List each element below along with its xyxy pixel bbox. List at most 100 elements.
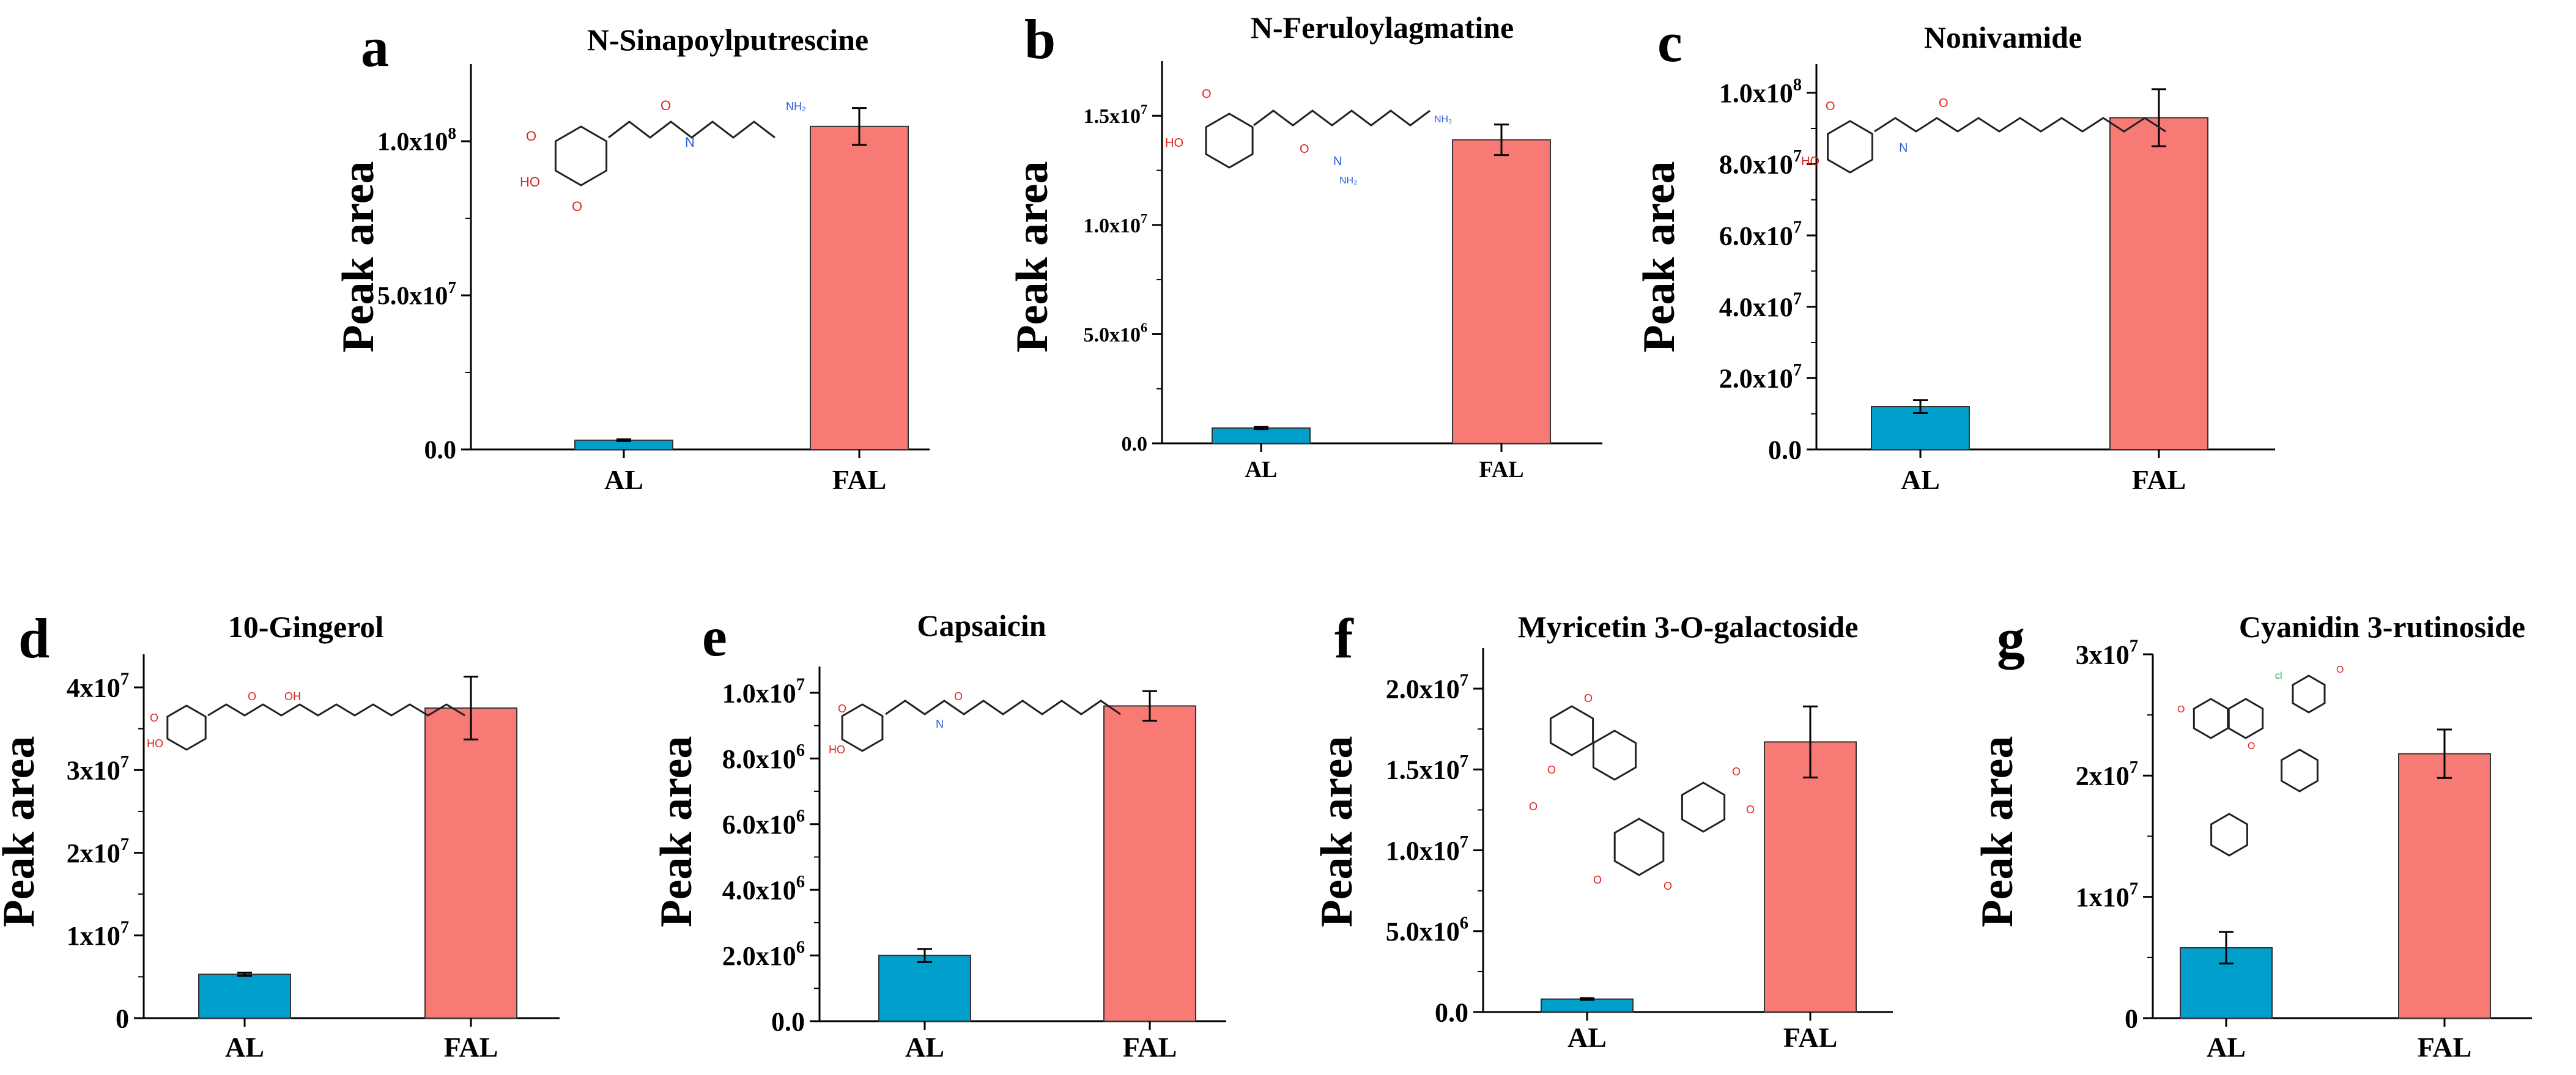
y-tick-label: 1x107 [67,918,129,951]
y-tick-label: 2.0x106 [722,938,805,971]
x-category-label: AL [1901,464,1940,495]
y-axis-label: Peak area [333,161,383,352]
chemical-structure: O O O O O O O [1529,692,1755,892]
svg-text:O: O [2177,704,2185,715]
y-tick-label: 3x107 [67,753,129,786]
svg-text:NH₂: NH₂ [1434,114,1452,125]
panel-e: e Capsaicin Peak area 0.0 2.0x106 4.0x106 6.0x… [651,605,1226,1063]
y-tick-label: 1.5x107 [1083,102,1147,128]
svg-text:O: O [1746,803,1755,816]
error-bar-al [616,438,631,442]
y-tick-label: 4.0x106 [722,873,805,906]
y-tick-label: 2x107 [67,835,129,868]
y-tick-label: 6.0x107 [1719,218,1802,251]
svg-text:HO: HO [1801,155,1819,168]
svg-text:HO: HO [147,737,163,750]
y-tick-label: 5.0x106 [1083,320,1147,346]
chart-title: N-Sinapoylputrescine [587,23,868,57]
error-bar-fal [464,676,478,741]
chart-title: Nonivamide [1924,20,2082,54]
svg-text:HO: HO [1165,136,1183,150]
panel-f: f Myricetin 3-O-galactoside Peak area 0.0 5.… [1312,607,1893,1053]
svg-text:O: O [2248,741,2255,752]
svg-text:N: N [1899,141,1908,155]
x-category-label: FAL [1783,1022,1838,1053]
svg-text:N: N [685,135,695,150]
chemical-structure: O O Ocl [2177,665,2344,857]
error-bar-fal [1142,690,1157,722]
y-tick-label: 4.0x107 [1719,289,1802,322]
y-tick-label: 1.0x108 [377,124,456,157]
error-bar-al [1913,399,1928,414]
error-bar-al [2219,931,2234,965]
y-tick-label: 1.5x107 [1386,752,1468,785]
chemical-structure: O HO N O [829,690,1121,756]
panel-letter-b: b [1024,8,1056,70]
x-category-label: FAL [1123,1032,1177,1063]
svg-text:O: O [838,703,846,715]
panel-letter-d: d [18,607,50,670]
x-category-label: FAL [2418,1032,2472,1063]
svg-text:NH₂: NH₂ [1339,175,1357,186]
panel-letter-e: e [702,605,727,668]
bar-fal [1764,741,1857,1013]
error-bar-al [1580,997,1594,1001]
svg-text:O: O [1584,692,1593,704]
chart-title: 10-Gingerol [228,610,384,644]
panel-letter-a: a [361,16,389,78]
error-bar-al [917,948,932,963]
panel-g: g Cyanidin 3-rutinoside Peak area 0 1x107 2x1… [1972,607,2532,1063]
chart-title: Myricetin 3-O-galactoside [1518,610,1859,644]
y-axis-label: Peak area [1312,736,1362,927]
svg-text:N: N [1333,155,1342,168]
panel-letter-g: g [1997,607,2025,670]
y-tick-label: 1.0x108 [1719,75,1802,108]
y-tick-label: 5.0x107 [377,278,456,311]
x-category-label: FAL [444,1032,498,1063]
x-category-label: AL [905,1032,944,1063]
svg-text:O: O [1300,142,1309,156]
y-axis-label: Peak area [1007,161,1057,352]
y-tick-label: 0.0 [424,437,457,465]
bar-al [878,955,971,1022]
svg-text:HO: HO [829,744,845,756]
error-bar-al [237,972,252,977]
svg-text:O: O [1732,766,1741,778]
bar-al [1212,427,1311,444]
y-tick-label: 1x107 [2076,879,2138,912]
bar-fal [2398,753,2491,1019]
x-category-label: FAL [2132,464,2186,495]
error-bar-fal [2152,88,2166,147]
y-axis-label: Peak area [651,736,701,927]
x-category-label: AL [604,464,643,495]
y-tick-label: 0.0 [1768,435,1802,465]
svg-text:O: O [1826,100,1835,113]
chemical-structure: O HO N O [1801,97,2166,174]
bar-al [198,973,291,1019]
y-axis-label: Peak area [1972,736,2023,927]
svg-text:O: O [954,690,963,703]
bar-al [1541,998,1634,1013]
svg-text:N: N [936,718,944,730]
x-category-label: FAL [1479,457,1523,482]
chart-title: Cyanidin 3-rutinoside [2239,610,2525,644]
y-tick-label: 0.0 [1435,997,1468,1027]
chemical-structure: O HO O O N NH₂ [520,98,806,214]
panel-c: c Nonivamide Peak area 0.0 2.0x107 4.0x107 6.0… [1634,11,2275,495]
y-tick-label: 3x107 [2076,637,2138,670]
y-tick-label: 2x107 [2076,758,2138,791]
svg-text:O: O [248,690,256,703]
x-category-label: AL [1245,457,1278,482]
y-tick-label: 1.0x107 [1083,210,1147,237]
x-category-label: AL [1567,1022,1607,1053]
panel-letter-f: f [1334,607,1354,670]
y-tick-label: 8.0x107 [1719,147,1802,180]
svg-text:O: O [1939,97,1949,110]
svg-text:O: O [1202,87,1212,101]
y-axis-label: Peak area [1634,161,1684,352]
y-tick-label: 2.0x107 [1719,361,1802,394]
y-tick-label: 6.0x106 [722,807,805,840]
svg-text:HO: HO [520,174,540,190]
error-bar-fal [1494,124,1509,157]
